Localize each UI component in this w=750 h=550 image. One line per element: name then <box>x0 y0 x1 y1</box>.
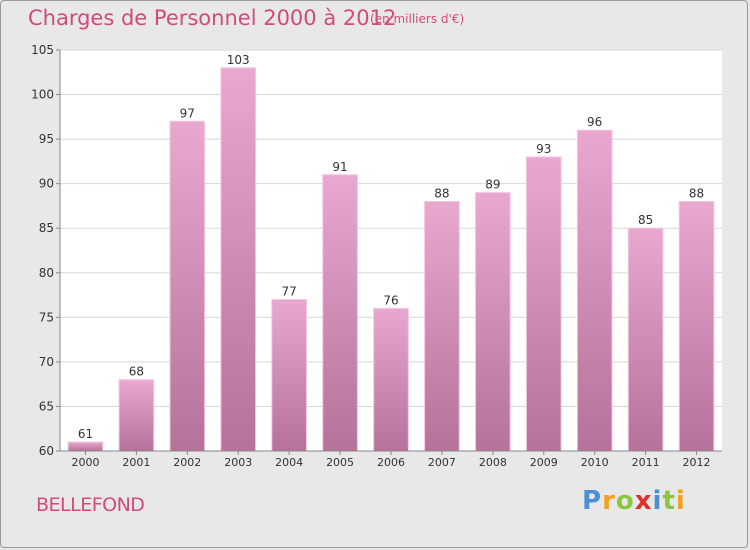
bar-value-label: 93 <box>536 142 551 156</box>
x-tick-label: 2012 <box>683 456 711 469</box>
commune-name: BELLEFOND <box>36 494 145 516</box>
y-tick-label: 90 <box>39 177 54 191</box>
x-tick-label: 2007 <box>428 456 456 469</box>
x-tick-label: 2010 <box>581 456 609 469</box>
y-tick-label: 65 <box>39 399 54 413</box>
chart-subtitle: (en milliers d'€) <box>370 12 465 26</box>
bar-value-label: 103 <box>227 53 250 67</box>
bar-2003 <box>220 67 257 452</box>
logo-letter: x <box>634 486 653 516</box>
x-tick-label: 2009 <box>530 456 558 469</box>
logo-letter: t <box>662 486 676 516</box>
bar-value-label: 89 <box>485 178 500 192</box>
bar-value-label: 61 <box>78 427 93 441</box>
bar-2004 <box>271 299 307 452</box>
proxiti-logo: Proxiti <box>582 486 686 516</box>
bar-value-label: 96 <box>587 115 602 129</box>
logo-letter: o <box>615 486 635 516</box>
bar-2012 <box>678 200 715 452</box>
bar-value-label: 76 <box>383 293 398 307</box>
bar-2001 <box>118 379 155 452</box>
bar-2008 <box>475 192 511 452</box>
y-tick-label: 70 <box>39 355 54 369</box>
bar-2002 <box>169 120 206 452</box>
bar-value-label: 77 <box>282 285 297 299</box>
y-tick-label: 80 <box>39 266 54 280</box>
bar-value-label: 97 <box>180 106 195 120</box>
y-tick-label: 100 <box>31 88 54 102</box>
bar-2005 <box>322 174 358 452</box>
y-tick-label: 85 <box>39 221 54 235</box>
bar-value-label: 88 <box>689 186 704 200</box>
x-tick-label: 2011 <box>632 456 660 469</box>
x-tick-label: 2005 <box>326 456 354 469</box>
logo-letter: i <box>675 486 686 516</box>
x-tick-label: 2002 <box>173 456 201 469</box>
logo-letter: P <box>582 486 603 516</box>
x-tick-label: 2008 <box>479 456 507 469</box>
bar-value-label: 88 <box>434 186 449 200</box>
x-tick-label: 2001 <box>122 456 150 469</box>
x-tick-label: 2003 <box>224 456 252 469</box>
bar-2006 <box>373 307 409 452</box>
bar-2009 <box>525 156 562 452</box>
bar-2010 <box>576 129 613 452</box>
logo-letter: i <box>652 486 663 516</box>
y-tick-label: 105 <box>31 43 54 57</box>
bar-2011 <box>627 227 664 452</box>
y-tick-label: 75 <box>39 310 54 324</box>
bar-2007 <box>424 200 460 452</box>
chart-title: Charges de Personnel 2000 à 2012 <box>28 6 397 30</box>
x-tick-label: 2006 <box>377 456 405 469</box>
bar-value-label: 91 <box>332 160 347 174</box>
bar-value-label: 68 <box>129 365 144 379</box>
x-tick-label: 2000 <box>71 456 99 469</box>
bar-2000 <box>67 441 104 452</box>
bar-value-label: 85 <box>638 213 653 227</box>
x-tick-label: 2004 <box>275 456 303 469</box>
y-tick-label: 95 <box>39 132 54 146</box>
logo-letter: r <box>602 486 616 516</box>
y-tick-label: 60 <box>39 444 54 458</box>
